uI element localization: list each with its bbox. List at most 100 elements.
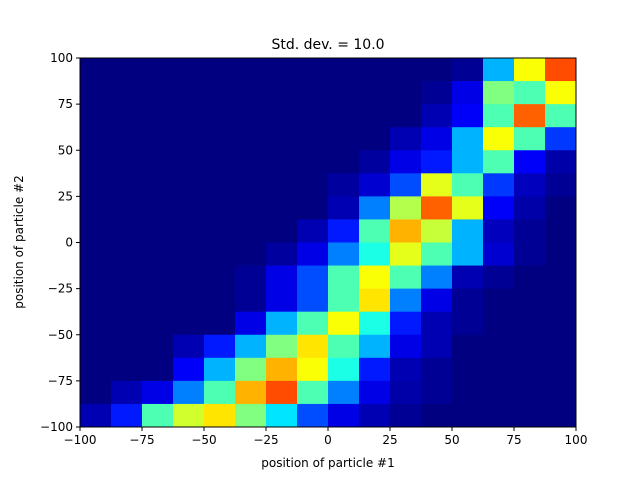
heatmap-cell	[514, 357, 546, 382]
heatmap-cell	[111, 242, 143, 266]
heatmap-cell	[328, 288, 360, 313]
heatmap-cell	[390, 58, 422, 82]
heatmap-cell	[142, 219, 174, 243]
heatmap-cell	[235, 242, 267, 266]
heatmap-cell	[235, 265, 267, 290]
heatmap-cell	[452, 219, 484, 243]
heatmap-cell	[390, 81, 422, 105]
heatmap-cell	[328, 403, 360, 428]
heatmap-cell	[359, 265, 391, 290]
x-tick-label: 25	[382, 433, 397, 447]
heatmap-cell	[142, 196, 174, 220]
heatmap-cell	[111, 219, 143, 243]
x-tick-label: 100	[565, 433, 588, 447]
heatmap-cell	[204, 380, 236, 405]
heatmap-cell	[297, 58, 329, 82]
heatmap-cell	[545, 150, 577, 174]
heatmap-cell	[452, 58, 484, 82]
heatmap-cell	[514, 288, 546, 313]
chart-title: Std. dev. = 10.0	[271, 37, 384, 53]
x-tick-label: −25	[253, 433, 278, 447]
heatmap-cell	[421, 380, 453, 405]
y-axis-label: position of particle #2	[12, 175, 26, 309]
heatmap-cell	[266, 403, 298, 428]
heatmap-cell	[359, 58, 391, 82]
y-tick-label: 75	[58, 97, 73, 111]
heatmap-cell	[80, 380, 112, 405]
heatmap-cell	[483, 357, 515, 382]
heatmap-cell	[111, 173, 143, 197]
heatmap-cell	[235, 334, 267, 359]
heatmap-cell	[452, 81, 484, 105]
heatmap-cell	[514, 403, 546, 428]
heatmap-cell	[173, 357, 205, 382]
heatmap-cell	[514, 265, 546, 290]
heatmap-cell	[235, 173, 267, 197]
heatmap-cell	[80, 173, 112, 197]
heatmap-cell	[204, 265, 236, 290]
heatmap-cell	[359, 104, 391, 128]
heatmap-cell	[297, 104, 329, 128]
heatmap-cell	[266, 196, 298, 220]
heatmap-cell	[390, 334, 422, 359]
heatmap-cell	[390, 242, 422, 266]
y-tick-label: −50	[48, 328, 73, 342]
heatmap-cell	[142, 127, 174, 151]
heatmap-cell	[390, 265, 422, 290]
heatmap-cell	[80, 81, 112, 105]
heatmap-cell	[204, 242, 236, 266]
heatmap-cell	[390, 380, 422, 405]
heatmap-cell	[359, 219, 391, 243]
heatmap-cell	[266, 380, 298, 405]
heatmap-cell	[80, 311, 112, 336]
heatmap-cell	[390, 173, 422, 197]
y-tick-label: 50	[58, 143, 73, 157]
heatmap-cell	[173, 311, 205, 336]
heatmap-cell	[297, 81, 329, 105]
heatmap-cell	[111, 196, 143, 220]
heatmap-cell	[266, 357, 298, 382]
heatmap-cell	[80, 127, 112, 151]
heatmap-cell	[266, 81, 298, 105]
heatmap-cell	[235, 288, 267, 313]
heatmap-cell	[390, 219, 422, 243]
heatmap-cell	[514, 58, 546, 82]
heatmap-cell	[359, 242, 391, 266]
heatmap-cell	[545, 288, 577, 313]
heatmap-cell	[297, 380, 329, 405]
heatmap-cell	[80, 265, 112, 290]
heatmap-cell	[421, 58, 453, 82]
heatmap-cell	[173, 334, 205, 359]
heatmap-cell	[421, 265, 453, 290]
heatmap-cell	[111, 403, 143, 428]
heatmap-cell	[142, 150, 174, 174]
y-tick-label: −100	[40, 420, 73, 434]
heatmap-cell	[421, 242, 453, 266]
heatmap-cell	[483, 403, 515, 428]
heatmap-cell	[297, 242, 329, 266]
heatmap-cell	[111, 58, 143, 82]
heatmap-cell	[328, 311, 360, 336]
heatmap-cell	[328, 265, 360, 290]
heatmap-cell	[111, 81, 143, 105]
heatmap-cell	[235, 104, 267, 128]
heatmap-cell	[359, 357, 391, 382]
heatmap-cell	[545, 242, 577, 266]
heatmap-cell	[204, 334, 236, 359]
heatmap-cell	[111, 104, 143, 128]
heatmap-cell	[142, 104, 174, 128]
heatmap-cell	[297, 357, 329, 382]
heatmap-cell	[266, 104, 298, 128]
x-tick-label: −75	[129, 433, 154, 447]
heatmap-cell	[359, 380, 391, 405]
heatmap-cell	[142, 58, 174, 82]
heatmap-cell	[514, 334, 546, 359]
heatmap-cell	[328, 357, 360, 382]
heatmap-cell	[483, 311, 515, 336]
heatmap-cell	[173, 265, 205, 290]
heatmap-cell	[483, 219, 515, 243]
heatmap-cell	[328, 219, 360, 243]
y-tick-label: 25	[58, 189, 73, 203]
heatmap-cell	[421, 403, 453, 428]
